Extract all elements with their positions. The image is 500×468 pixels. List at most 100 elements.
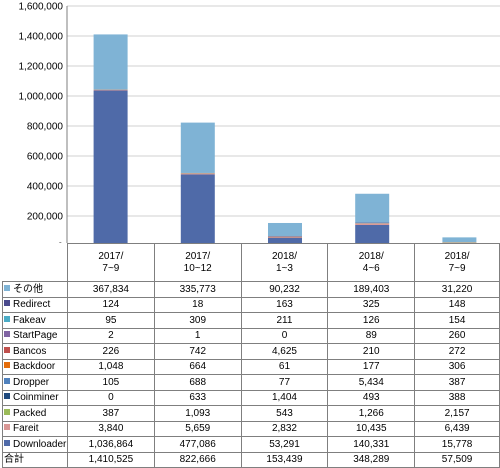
data-label: 154	[415, 313, 500, 329]
bar-segment	[268, 237, 302, 238]
data-label: 5,434	[328, 375, 415, 391]
data-label: 163	[241, 297, 328, 313]
series-label: Backdoor	[3, 359, 68, 375]
category-label-line2: 7~9	[415, 263, 499, 275]
category-label-line2: 4~6	[328, 263, 414, 275]
series-label: StartPage	[3, 328, 68, 344]
data-label: 1,093	[154, 406, 241, 422]
y-tick-label: 1,600,000	[19, 2, 64, 13]
category-label-line1: 2018/	[415, 251, 499, 263]
legend-name: Fareit	[13, 423, 39, 434]
series-label: Packed	[3, 406, 68, 422]
table-corner	[3, 244, 68, 282]
data-label: 822,666	[154, 452, 241, 468]
legend-swatch	[4, 300, 10, 306]
data-label: 140,331	[328, 437, 415, 453]
data-label: 388	[415, 390, 500, 406]
series-label: Bancos	[3, 344, 68, 360]
data-label: 367,834	[67, 282, 154, 298]
category-label-line2: 1~3	[242, 263, 328, 275]
legend-name: Coinminer	[13, 392, 59, 403]
y-tick-label: 200,000	[27, 212, 64, 223]
data-label: 1,404	[241, 390, 328, 406]
data-label: 226	[67, 344, 154, 360]
y-tick-label: 400,000	[27, 182, 64, 193]
legend-name: Backdoor	[13, 361, 55, 372]
legend-swatch	[4, 285, 10, 291]
legend-swatch	[4, 331, 10, 337]
bar-segment	[355, 223, 389, 225]
category-header: 2018/7~9	[415, 244, 500, 282]
data-label: 2,157	[415, 406, 500, 422]
legend-name: Fakeav	[13, 315, 46, 326]
y-tick-label: 600,000	[27, 152, 64, 163]
data-label: 90,232	[241, 282, 328, 298]
series-label: Redirect	[3, 297, 68, 313]
data-label: 1	[154, 328, 241, 344]
bar-segment	[94, 90, 128, 243]
legend-swatch	[4, 440, 10, 446]
series-label: Dropper	[3, 375, 68, 391]
data-label: 31,220	[415, 282, 500, 298]
legend-name: Packed	[13, 408, 46, 419]
category-label-line1: 2017/	[68, 251, 154, 263]
data-label: 1,048	[67, 359, 154, 375]
bar-segment	[268, 223, 302, 237]
data-label: 335,773	[154, 282, 241, 298]
total-label: 合計	[3, 452, 68, 468]
data-label: 105	[67, 375, 154, 391]
data-label: 1,410,525	[67, 452, 154, 468]
category-label-line1: 2018/	[242, 251, 328, 263]
bar-segment	[94, 90, 128, 91]
data-label: 688	[154, 375, 241, 391]
data-label: 325	[328, 297, 415, 313]
data-label: 272	[415, 344, 500, 360]
data-label: 3,840	[67, 421, 154, 437]
data-label: 742	[154, 344, 241, 360]
data-label: 664	[154, 359, 241, 375]
data-label: 5,659	[154, 421, 241, 437]
data-label: 210	[328, 344, 415, 360]
legend-name: Downloader	[13, 439, 66, 450]
data-label: 2	[67, 328, 154, 344]
data-label: 95	[67, 313, 154, 329]
data-label: 306	[415, 359, 500, 375]
data-label: 1,036,864	[67, 437, 154, 453]
legend-swatch	[4, 316, 10, 322]
series-label: Coinminer	[3, 390, 68, 406]
legend-swatch	[4, 362, 10, 368]
bar-segment	[355, 194, 389, 222]
data-label: 633	[154, 390, 241, 406]
y-tick-label: 1,400,000	[19, 32, 64, 43]
series-label: Fakeav	[3, 313, 68, 329]
data-label: 15,778	[415, 437, 500, 453]
data-label: 0	[241, 328, 328, 344]
data-label: 309	[154, 313, 241, 329]
data-label: 153,439	[241, 452, 328, 468]
data-label: 211	[241, 313, 328, 329]
bar-segment	[181, 123, 215, 173]
data-label: 1,266	[328, 406, 415, 422]
category-header: 2018/1~3	[241, 244, 328, 282]
data-label: 89	[328, 328, 415, 344]
legend-name: Redirect	[13, 299, 50, 310]
bar-segment	[355, 225, 389, 243]
y-tick-label: 1,200,000	[19, 62, 64, 73]
legend-name: その他	[13, 284, 43, 295]
data-label: 10,435	[328, 421, 415, 437]
data-label: 124	[67, 297, 154, 313]
data-label: 4,625	[241, 344, 328, 360]
data-label: 477,086	[154, 437, 241, 453]
bar-segment	[442, 237, 476, 242]
legend-name: 合計	[4, 454, 24, 465]
